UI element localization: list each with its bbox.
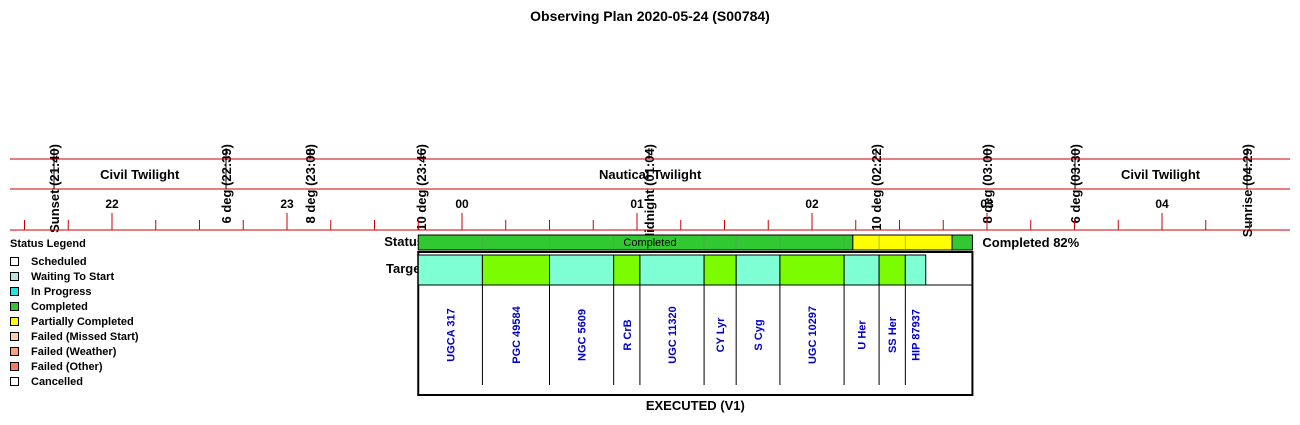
target-bar (878, 254, 906, 286)
target-label: UGC 10297 (807, 306, 819, 364)
legend-items: Scheduled Waiting To Start In Progress Comp… (10, 254, 190, 389)
target-bar (703, 254, 737, 286)
time-axes (10, 158, 1290, 231)
legend-title: Status Legend (10, 238, 86, 250)
status-legend: Status Legend Scheduled Waiting To Start I… (10, 238, 190, 389)
target-label: R CrB (622, 319, 634, 350)
legend-swatch (10, 272, 19, 281)
target-label: HIP 87937 (911, 309, 923, 361)
status-text: Completed (623, 237, 676, 249)
target-label: S Cyg (753, 319, 765, 350)
hour-label: 03 (980, 197, 994, 211)
target-bar (481, 254, 550, 286)
legend-item: Partially Completed (10, 314, 190, 329)
legend-item: Completed (10, 299, 190, 314)
legend-swatch (10, 317, 19, 326)
twilight-bands: Civil Twilight Nautical Twilight Civil Twi… (53, 159, 1248, 189)
legend-label: Scheduled (31, 255, 87, 268)
hour-label: 01 (630, 197, 644, 211)
legend-label: Partially Completed (31, 315, 134, 328)
target-label: SS Her (887, 316, 899, 353)
status-row-label: Status (384, 234, 424, 249)
legend-label: Completed (31, 300, 88, 313)
status-row: Status Completed Completed 82% (384, 234, 1080, 251)
legend-item: Waiting To Start (10, 269, 190, 284)
legend-item: In Progress (10, 284, 190, 299)
twilight-band-label: Nautical Twilight (599, 167, 702, 182)
hour-label: 02 (805, 197, 819, 211)
event-markers: Sunset (21:40)6 deg (22:39)8 deg (23:08)… (47, 144, 1255, 244)
target-bar (904, 254, 927, 286)
legend-label: Failed (Other) (31, 360, 103, 373)
legend-label: In Progress (31, 285, 92, 298)
event-label: 8 deg (23:08) (303, 144, 318, 223)
twilight-band-label: Civil Twilight (1121, 167, 1201, 182)
target-bar (843, 254, 880, 286)
status-summary: Completed 82% (982, 235, 1079, 250)
target-bar (639, 254, 705, 286)
hour-label: 00 (455, 197, 469, 211)
status-segment (852, 234, 953, 251)
legend-item: Failed (Missed Start) (10, 329, 190, 344)
hour-label: 23 (280, 197, 294, 211)
target-label: PGC 49584 (511, 305, 523, 363)
hour-axis: 22 23 00 01 02 03 04 (24, 197, 1250, 230)
chart-title: Observing Plan 2020-05-24 (S00784) (530, 8, 770, 24)
legend-item: Failed (Weather) (10, 344, 190, 359)
footer-label: EXECUTED (V1) (646, 398, 745, 413)
legend-label: Failed (Weather) (31, 345, 117, 358)
legend-swatch (10, 347, 19, 356)
target-label: U Her (857, 320, 869, 350)
legend-item: Cancelled (10, 374, 190, 389)
legend-swatch (10, 332, 19, 341)
legend-label: Failed (Missed Start) (31, 330, 139, 343)
legend-swatch (10, 377, 19, 386)
target-bar (417, 254, 483, 286)
target-label: NGC 5609 (577, 309, 589, 361)
legend-swatch (10, 287, 19, 296)
legend-label: Waiting To Start (31, 270, 115, 283)
target-bar (735, 254, 781, 286)
target-label: UGCA 317 (445, 308, 457, 361)
target-bar (613, 254, 641, 286)
hour-label: 04 (1155, 197, 1169, 211)
event-label: Sunrise (04:29) (1240, 144, 1255, 237)
legend-swatch (10, 302, 19, 311)
hour-label: 22 (105, 197, 119, 211)
legend-swatch (10, 257, 19, 266)
event-label: Midnight (01:04) (642, 144, 657, 244)
legend-item: Failed (Other) (10, 359, 190, 374)
event-label: 8 deg (03:00) (980, 144, 995, 223)
target-bar (779, 254, 845, 286)
target-bar (549, 254, 615, 286)
legend-swatch (10, 362, 19, 371)
status-segment (951, 234, 973, 251)
target-label: UGC 11320 (667, 306, 679, 363)
event-label: 10 deg (23:46) (414, 144, 429, 231)
event-label: 10 deg (02:22) (869, 144, 884, 231)
target-label: CY Lyr (715, 317, 727, 353)
twilight-band-label: Civil Twilight (100, 167, 180, 182)
legend-label: Cancelled (31, 375, 83, 388)
legend-item: Scheduled (10, 254, 190, 269)
